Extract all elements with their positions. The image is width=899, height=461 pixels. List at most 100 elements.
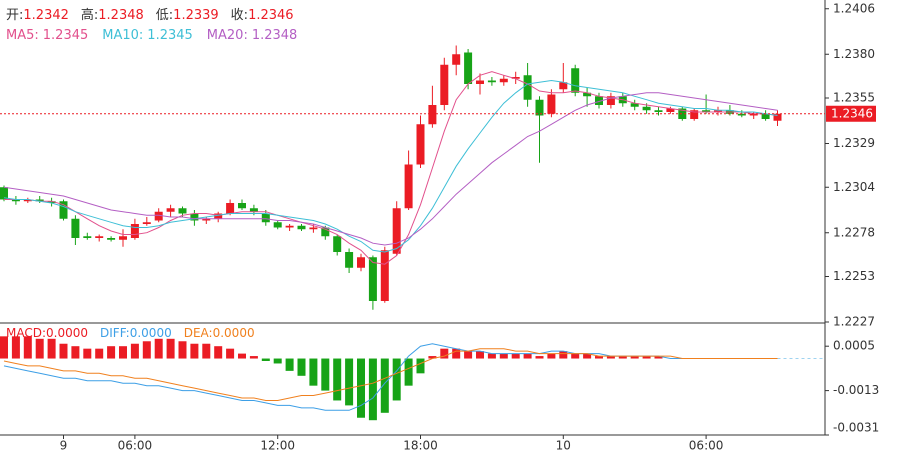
y-tick-label: 1.2227 xyxy=(833,315,875,329)
ohlc-label: 开: xyxy=(6,8,23,23)
ohlc-label: 高: xyxy=(81,7,98,23)
macd-bar xyxy=(535,356,544,359)
candle-body xyxy=(11,199,20,202)
candle-body xyxy=(773,113,782,121)
candle-body xyxy=(154,211,163,221)
candle-body xyxy=(142,222,151,224)
macd-bar xyxy=(107,346,116,359)
y-tick-label: 1.2304 xyxy=(833,180,875,194)
macd-bar xyxy=(190,343,199,359)
macd-bar xyxy=(630,356,639,359)
macd-bar xyxy=(368,358,377,421)
macd-bar xyxy=(404,358,413,386)
legend-name: MA5: xyxy=(6,28,39,43)
y-tick-label: 1.2380 xyxy=(833,47,875,61)
candle-body xyxy=(130,224,139,238)
candle-body xyxy=(238,203,246,209)
ohlc-label: 低: xyxy=(156,8,173,23)
candle-body xyxy=(666,108,675,112)
x-tick-label: 18:00 xyxy=(403,439,438,453)
ohlc-value: 1.2346 xyxy=(248,8,294,23)
legend-name: MA20: xyxy=(207,28,248,43)
macd-bar xyxy=(71,346,80,359)
y-tick-label: -0.0013 xyxy=(833,383,879,397)
macd-bar xyxy=(357,358,365,418)
candle-body xyxy=(559,82,568,90)
macd-bar xyxy=(559,351,568,359)
candle-body xyxy=(595,96,603,105)
candle-body xyxy=(690,110,699,119)
candle-body xyxy=(487,80,496,83)
candle-body xyxy=(0,187,8,200)
candle-body xyxy=(178,208,187,214)
candle-body xyxy=(761,113,770,119)
x-tick-label: 06:00 xyxy=(689,439,724,453)
legend-value: 1.2345 xyxy=(147,28,193,43)
candle-body xyxy=(737,113,746,116)
candle-body xyxy=(35,199,44,202)
candle-body xyxy=(606,96,615,105)
macd-bar xyxy=(309,358,318,386)
candle-body xyxy=(440,64,449,105)
candle-body xyxy=(214,213,223,219)
ohlc-header: 开:1.2342 高:1.2348 低:1.2339 收:1.2346 xyxy=(6,7,294,23)
ohlc-value: 1.2348 xyxy=(98,8,144,23)
candle-body xyxy=(547,94,556,114)
candle-body xyxy=(571,68,580,93)
macd-bar xyxy=(0,336,8,359)
legend-value: 0.0000 xyxy=(130,326,172,340)
candle-body xyxy=(428,105,437,125)
macd-bar xyxy=(499,353,508,359)
last-price-label: 1.2346 xyxy=(831,106,873,120)
macd-bar xyxy=(511,353,520,359)
candle-body xyxy=(404,164,413,209)
candle-body xyxy=(678,108,687,119)
candle-body xyxy=(59,201,68,219)
macd-bar xyxy=(142,341,151,359)
macd-bar xyxy=(452,348,461,359)
candle-body xyxy=(23,199,32,202)
candle-body xyxy=(392,208,401,254)
x-tick-label: 12:00 xyxy=(260,439,295,453)
macd-bar xyxy=(333,358,342,401)
ma-line xyxy=(4,71,778,265)
candle-body xyxy=(297,225,306,230)
x-tick-label: 9 xyxy=(60,439,68,453)
macd-bar xyxy=(35,338,44,359)
macd-legend: MACD:0.0000 DIFF:0.0000 DEA:0.0000 xyxy=(6,326,255,340)
macd-bar xyxy=(297,358,306,376)
macd-bar xyxy=(238,353,246,359)
candle-body xyxy=(499,78,508,83)
candle-body xyxy=(345,252,354,268)
macd-bar xyxy=(285,358,294,371)
macd-bar xyxy=(214,346,223,359)
ohlc-label: 收: xyxy=(231,8,248,23)
macd-line xyxy=(3,348,778,401)
x-tick-label: 06:00 xyxy=(118,439,153,453)
candle-body xyxy=(190,213,199,221)
candle-body xyxy=(511,77,520,79)
macd-bar xyxy=(59,343,68,359)
macd-bar xyxy=(464,351,473,359)
legend-name: MACD: xyxy=(6,326,46,340)
macd-bar xyxy=(226,348,235,359)
candle-body xyxy=(202,218,211,221)
macd-bar xyxy=(523,353,532,359)
candle-body xyxy=(476,80,484,84)
candle-body xyxy=(749,113,758,116)
ma-line xyxy=(3,92,778,246)
candle-body xyxy=(535,99,544,116)
y-tick-label: -0.0031 xyxy=(833,421,879,435)
macd-bar xyxy=(23,336,32,359)
candle-body xyxy=(226,203,235,214)
macd-bar xyxy=(428,356,437,359)
candle-body xyxy=(47,201,56,203)
candle-body xyxy=(380,250,389,301)
legend-value: 0.0000 xyxy=(46,326,88,340)
candle-body xyxy=(309,227,318,230)
macd-bar xyxy=(154,338,163,359)
macd-bar xyxy=(416,358,425,374)
y-tick-label: 1.2355 xyxy=(833,91,875,105)
candle-body xyxy=(583,92,592,97)
candle-body xyxy=(654,110,663,112)
